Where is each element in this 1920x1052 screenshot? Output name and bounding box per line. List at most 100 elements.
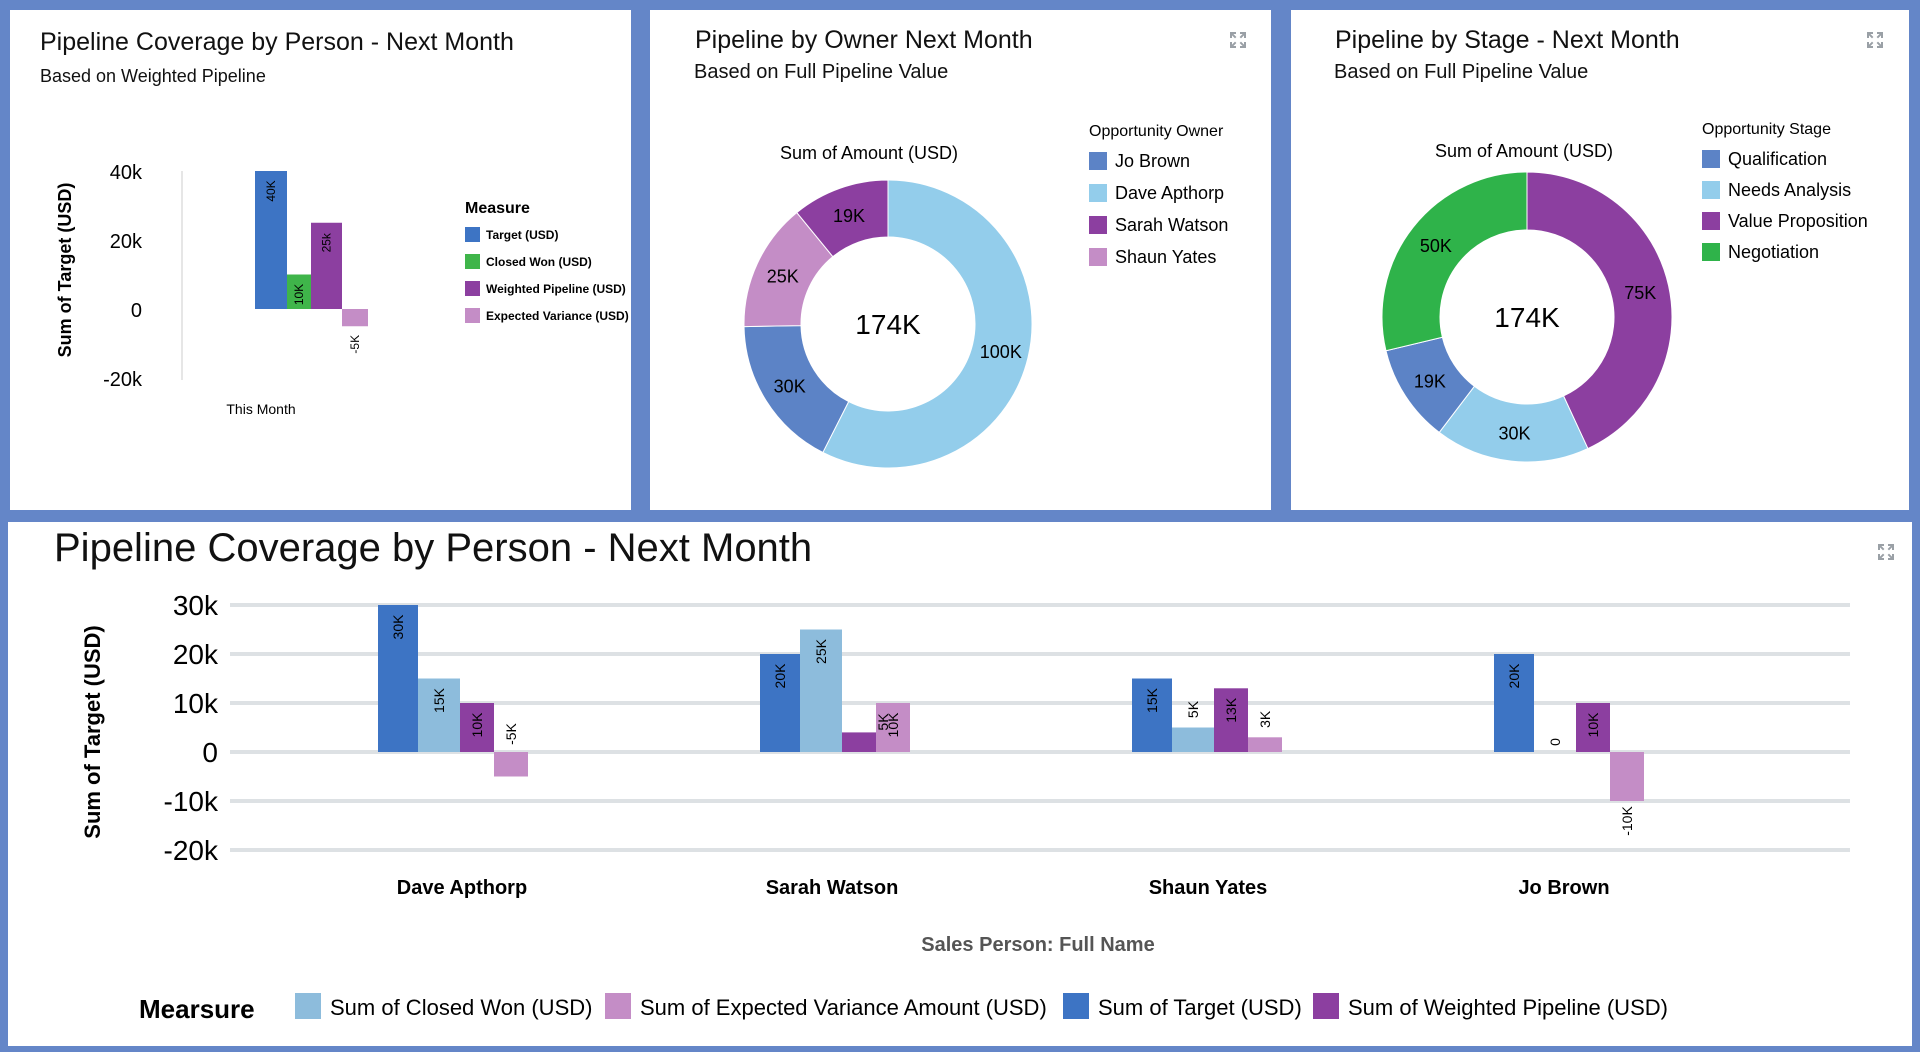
x-tick-label: Sarah Watson bbox=[766, 877, 899, 899]
donut-slice bbox=[796, 179, 889, 258]
donut-center-total: 174K bbox=[1494, 302, 1560, 333]
y-tick-label: 30k bbox=[173, 590, 219, 621]
measure-label: Sum of Amount (USD) bbox=[1435, 141, 1613, 161]
legend-swatch bbox=[465, 227, 480, 242]
panel4-title: Pipeline Coverage by Person - Next Month bbox=[54, 526, 813, 570]
y-tick-label: 0 bbox=[131, 300, 142, 322]
slice-label: 19K bbox=[1414, 371, 1446, 391]
bar-data-label: 10K bbox=[885, 712, 901, 738]
legend-title: Mearsure bbox=[139, 994, 255, 1024]
panel3-title: Pipeline by Stage - Next Month bbox=[1335, 26, 1680, 54]
legend-item: Expected Variance (USD) bbox=[486, 309, 629, 323]
slice-label: 19K bbox=[833, 206, 865, 226]
bar-data-label: 20K bbox=[1506, 663, 1522, 689]
donut-slice bbox=[822, 179, 1033, 469]
panel1-chart: 40k 20k 0 -20k Sum of Target (USD) 40K 10K 25k -… bbox=[55, 162, 629, 417]
bar-data-label: 40K bbox=[264, 180, 278, 201]
bar-data-label: 15K bbox=[431, 687, 447, 713]
legend-swatch bbox=[295, 993, 321, 1019]
slice-label: 50K bbox=[1420, 236, 1452, 256]
donut-slice bbox=[1526, 171, 1673, 450]
panel4-chart: 30k 20k 10k 0 -10k -20k Sum of Target (USD) 30K… bbox=[80, 590, 1850, 1024]
legend-item: Value Proposition bbox=[1728, 211, 1868, 231]
bar-dave-apthorp bbox=[378, 605, 418, 752]
legend-item: Sum of Closed Won (USD) bbox=[330, 995, 592, 1020]
y-tick-label: 10k bbox=[173, 688, 219, 719]
bar-data-label: 10K bbox=[292, 284, 306, 305]
legend-swatch bbox=[1702, 181, 1720, 199]
legend-item: Weighted Pipeline (USD) bbox=[486, 282, 626, 296]
bar-sarah-watson bbox=[760, 654, 800, 752]
y-tick-label: 0 bbox=[202, 737, 218, 768]
donut-center-total: 174K bbox=[855, 309, 921, 340]
x-tick-label: Jo Brown bbox=[1518, 877, 1609, 899]
x-tick-label: This Month bbox=[226, 401, 295, 417]
legend-item: Sum of Weighted Pipeline (USD) bbox=[1348, 995, 1668, 1020]
panel1-title: Pipeline Coverage by Person - Next Month bbox=[40, 28, 514, 56]
y-tick-label: -20k bbox=[164, 835, 219, 866]
legend-item: Dave Apthorp bbox=[1115, 183, 1224, 203]
bar-data-label: 5K bbox=[1185, 700, 1201, 718]
slice-label: 75K bbox=[1624, 283, 1656, 303]
legend-swatch bbox=[1702, 243, 1720, 261]
panel2-chart: Sum of Amount (USD) 100K 30K 25K 19K 174K Oppo… bbox=[743, 123, 1228, 469]
legend-item: Sum of Target (USD) bbox=[1098, 995, 1302, 1020]
bar-4 bbox=[342, 309, 368, 327]
measure-label: Sum of Amount (USD) bbox=[780, 143, 958, 163]
bar-jo-brown bbox=[1576, 703, 1610, 752]
bar-dave-apthorp bbox=[460, 703, 494, 752]
x-tick-label: Dave Apthorp bbox=[397, 877, 527, 899]
legend-item: Needs Analysis bbox=[1728, 180, 1851, 200]
bar-data-label: -10K bbox=[1619, 806, 1635, 836]
legend-swatch bbox=[1089, 216, 1107, 234]
bar-jo-brown bbox=[1494, 654, 1534, 752]
slice-label: 30K bbox=[1498, 423, 1530, 443]
legend-item: Closed Won (USD) bbox=[486, 255, 592, 269]
panel-pipeline-by-owner: Pipeline by Owner Next Month Based on Fu… bbox=[650, 10, 1271, 510]
panel3-subtitle: Based on Full Pipeline Value bbox=[1334, 61, 1589, 83]
panel3-chart: Sum of Amount (USD) 75K 30K 19K 50K 174K Oppor… bbox=[1381, 121, 1868, 463]
bar-data-label: 30K bbox=[390, 614, 406, 640]
legend-item: Target (USD) bbox=[486, 228, 558, 242]
y-axis-label: Sum of Target (USD) bbox=[80, 625, 105, 838]
bar-3 bbox=[311, 222, 342, 309]
legend-item: Sarah Watson bbox=[1115, 215, 1228, 235]
bar-2 bbox=[287, 274, 311, 309]
bar-data-label: 3K bbox=[1257, 710, 1273, 728]
bar-data-label: 10K bbox=[469, 712, 485, 738]
y-tick-label: 20k bbox=[173, 639, 219, 670]
legend-item: Shaun Yates bbox=[1115, 247, 1216, 267]
bar-jo-brown bbox=[1610, 752, 1644, 801]
legend-item: Jo Brown bbox=[1115, 151, 1190, 171]
panel2-subtitle: Based on Full Pipeline Value bbox=[694, 61, 949, 83]
bar-dave-apthorp bbox=[418, 678, 460, 752]
panel2-title: Pipeline by Owner Next Month bbox=[695, 26, 1033, 54]
bar-1 bbox=[255, 171, 287, 309]
bar-shaun-yates bbox=[1248, 737, 1282, 752]
bar-data-label: 10K bbox=[1585, 712, 1601, 738]
expand-icon[interactable] bbox=[1865, 30, 1885, 50]
panel-pipeline-coverage-small: Pipeline Coverage by Person - Next Month… bbox=[10, 10, 631, 510]
legend-item: Negotiation bbox=[1728, 242, 1819, 262]
slice-label: 30K bbox=[774, 377, 806, 397]
panel-pipeline-coverage-large: Pipeline Coverage by Person - Next Month… bbox=[8, 522, 1912, 1046]
legend-swatch bbox=[1089, 184, 1107, 202]
expand-icon[interactable] bbox=[1228, 30, 1248, 50]
y-tick-label: -20k bbox=[103, 369, 143, 391]
legend-swatch bbox=[465, 308, 480, 323]
legend-swatch bbox=[1702, 150, 1720, 168]
bar-data-label: 25k bbox=[320, 232, 334, 252]
bar-sarah-watson bbox=[876, 703, 910, 752]
x-tick-label: Shaun Yates bbox=[1149, 877, 1268, 899]
bar-sarah-watson bbox=[842, 732, 876, 752]
legend-swatch bbox=[1063, 993, 1089, 1019]
legend-item: Qualification bbox=[1728, 149, 1827, 169]
legend-swatch bbox=[465, 254, 480, 269]
bar-shaun-yates bbox=[1132, 678, 1172, 752]
legend-swatch bbox=[605, 993, 631, 1019]
donut-slice bbox=[1381, 171, 1528, 352]
x-axis-label: Sales Person: Full Name bbox=[921, 934, 1154, 956]
y-tick-label: -10k bbox=[164, 786, 219, 817]
expand-icon[interactable] bbox=[1876, 542, 1896, 562]
bar-dave-apthorp bbox=[494, 752, 528, 777]
